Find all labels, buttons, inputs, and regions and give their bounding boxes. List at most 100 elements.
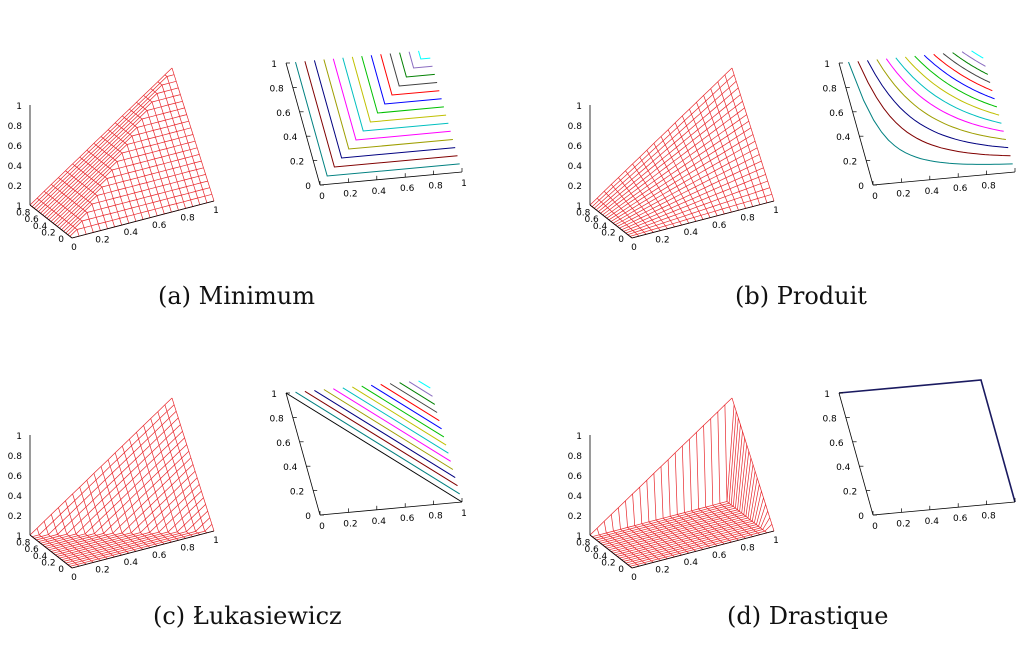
mesh-line-y (660, 466, 704, 550)
contour-y-tick-label: 0.2 (843, 158, 857, 168)
z-tick-label: 0.2 (8, 182, 22, 192)
x-axis-line (631, 200, 775, 239)
mesh-line-y (86, 149, 130, 224)
contour-line (361, 385, 445, 438)
contour-y-tick-label: 0 (305, 512, 311, 522)
mesh-line-y (653, 473, 697, 552)
contour-y-axis (285, 392, 321, 516)
mesh-line-y (703, 425, 746, 539)
y-tick-label: 0.4 (33, 552, 48, 562)
contour-x-tick-label: 0.4 (372, 187, 387, 197)
y-tick-label: 0.4 (33, 222, 48, 232)
mesh-line-y (171, 397, 215, 532)
z-tick-label: 0.2 (568, 182, 582, 192)
x-tick-label: 0.8 (740, 543, 755, 553)
caption-produit: (b) Produit (735, 282, 867, 310)
mesh-line-y (618, 507, 661, 561)
mesh-line-y (703, 95, 746, 209)
contour-y-axis (838, 62, 874, 186)
mesh-line-y (114, 452, 158, 547)
contour-lines (285, 380, 463, 503)
x-tick-label: 1 (213, 536, 219, 546)
contour-line (418, 380, 431, 389)
mesh-line-y (625, 500, 668, 560)
mesh-line-y (660, 136, 704, 220)
mesh-line-x (40, 431, 183, 544)
mesh-line-y (107, 459, 151, 548)
z-tick-label: 0.4 (8, 162, 23, 172)
z-tick-label: 0.8 (8, 122, 23, 132)
z-tick-label: 0.6 (568, 472, 583, 482)
mesh-line-y (632, 493, 675, 558)
x-tick-label: 0.2 (95, 566, 109, 576)
z-tick-label: 0.2 (8, 512, 22, 522)
contour-y-tick-label: 0 (858, 182, 864, 192)
contour-line-boundary (838, 379, 1016, 503)
contour-line (295, 391, 460, 495)
contour-line (314, 389, 456, 479)
mesh-line-y (696, 102, 739, 211)
surface-mesh (29, 67, 215, 239)
mesh-line-y (79, 486, 122, 556)
mesh-line-y (710, 88, 754, 207)
z-tick-label: 1 (576, 432, 582, 442)
contour-x-tick-label: 0.2 (343, 519, 357, 529)
x-tick-label: 0.6 (712, 221, 727, 231)
x-axis-line (71, 530, 215, 569)
mesh-line-y (150, 88, 194, 207)
x-tick-label: 0 (631, 573, 637, 583)
contour-line (942, 53, 991, 83)
contour-y-tick-label: 1 (824, 390, 830, 400)
z-tick-label: 1 (576, 102, 582, 112)
contour-x-tick-label: 0.4 (372, 517, 387, 527)
contour-y-tick-label: 0.6 (276, 109, 291, 119)
contour-x-tick-label: 0 (872, 522, 878, 532)
mesh-line-y (157, 411, 201, 535)
mesh-line-y (136, 432, 179, 541)
contour-x-tick-label: 0 (872, 192, 878, 202)
z-tick-label: 0.8 (568, 452, 583, 462)
mesh-line-y (58, 177, 101, 231)
contour-y-tick-label: 0.8 (822, 414, 837, 424)
mesh-line-x (65, 180, 208, 234)
y-tick-label: 1 (576, 532, 582, 542)
y-tick-label: 0.8 (16, 209, 31, 219)
surface-mesh (589, 397, 775, 569)
mesh-line-y (603, 191, 647, 235)
x-tick-label: 0.4 (124, 228, 139, 238)
mesh-line-y (681, 445, 725, 545)
mesh-line-y (93, 473, 137, 552)
mesh-line-y (164, 404, 208, 534)
contour-line (370, 384, 442, 430)
y-tick-label: 0.4 (593, 552, 608, 562)
contour-x-tick-label: 0.8 (428, 512, 443, 522)
contour-line (408, 381, 433, 397)
contour-x-tick-label: 0 (319, 192, 325, 202)
contour-x-tick-label: 0 (319, 522, 325, 532)
contour-y-tick-label: 0 (858, 512, 864, 522)
x-tick-label: 0 (631, 243, 637, 253)
mesh-line-y (724, 404, 768, 534)
mesh-line-y (674, 122, 718, 216)
y-tick-label: 1 (16, 532, 22, 542)
contour-x-tick-label: 0.8 (428, 182, 443, 192)
mesh-line-y (610, 514, 654, 563)
mesh-line-y (150, 418, 193, 537)
mesh-line-x (594, 411, 737, 539)
caption-lukasiewicz: (c) Łukasiewicz (153, 602, 342, 630)
x-tick-label: 0.6 (152, 551, 167, 561)
mesh-line-y (65, 500, 108, 560)
y-tick-label: 0.2 (41, 228, 55, 238)
y-tick-label: 0.2 (41, 558, 55, 568)
z-tick-label: 0.8 (568, 122, 583, 132)
y-axis-line (29, 534, 73, 569)
contour-y-tick-label: 1 (824, 60, 830, 70)
contour-line (914, 55, 998, 108)
y-tick-label: 0.6 (24, 215, 39, 225)
contour-x-tick-label: 0.4 (925, 187, 940, 197)
mesh-line-y (164, 74, 208, 203)
mesh-line-y (72, 163, 115, 228)
mesh-line-y (710, 418, 753, 537)
mesh-line-y (603, 521, 647, 565)
contour-line (923, 54, 995, 100)
